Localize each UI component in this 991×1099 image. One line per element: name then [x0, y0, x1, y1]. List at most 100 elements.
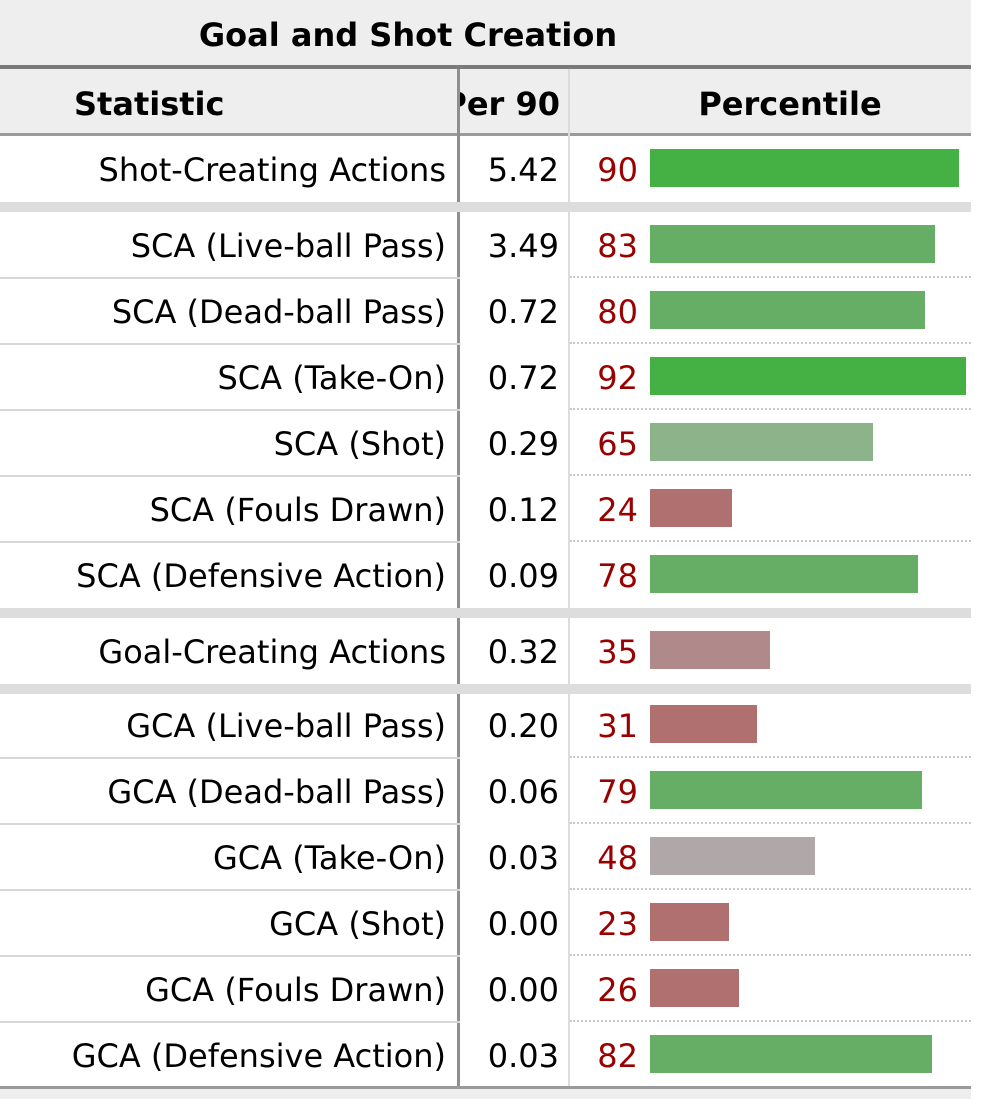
table-row: SCA (Dead-ball Pass) 0.72 80: [0, 278, 971, 342]
table-bottom-border: [0, 1086, 971, 1089]
header-divider: [0, 133, 971, 136]
row-divider-dotted: [570, 408, 971, 410]
percentile-bar: [650, 357, 966, 395]
row-statistic: SCA (Fouls Drawn): [149, 491, 446, 529]
table-row: SCA (Take-On) 0.72 92: [0, 344, 971, 408]
row-percentile-value: 79: [597, 773, 638, 811]
row-divider-dotted: [570, 822, 971, 824]
row-percentile-value: 26: [597, 971, 638, 1009]
table-row: Shot-Creating Actions 5.42 90: [0, 136, 971, 200]
row-divider-dotted: [570, 276, 971, 278]
group-separator: [0, 684, 971, 694]
percentile-bar: [650, 291, 925, 329]
row-statistic: SCA (Take-On): [217, 359, 446, 397]
row-divider-dotted: [570, 954, 971, 956]
column-header-percentile[interactable]: Percentile: [698, 85, 882, 123]
row-divider: [0, 1021, 460, 1023]
percentile-bar: [650, 903, 729, 941]
table-row: SCA (Shot) 0.29 65: [0, 410, 971, 474]
row-percentile-value: 23: [597, 905, 638, 943]
table-title-band: [0, 0, 971, 66]
row-divider-dotted: [570, 1020, 971, 1022]
table-row: GCA (Shot) 0.00 23: [0, 890, 971, 954]
percentile-bar: [650, 489, 732, 527]
table-title: Goal and Shot Creation: [198, 16, 618, 54]
percentile-bar: [650, 771, 922, 809]
row-per90-value: 5.42: [487, 151, 559, 189]
row-percentile-value: 78: [597, 557, 638, 595]
row-statistic: GCA (Fouls Drawn): [145, 971, 446, 1009]
row-divider: [0, 475, 460, 477]
table-row: SCA (Defensive Action) 0.09 78: [0, 542, 971, 606]
table-row: GCA (Dead-ball Pass) 0.06 79: [0, 758, 971, 822]
row-divider-dotted: [570, 342, 971, 344]
row-percentile-value: 31: [597, 707, 638, 745]
row-divider: [0, 757, 460, 759]
percentile-bar: [650, 555, 918, 593]
row-statistic: GCA (Defensive Action): [71, 1037, 446, 1075]
row-divider: [0, 823, 460, 825]
row-percentile-value: 65: [597, 425, 638, 463]
row-statistic: SCA (Dead-ball Pass): [111, 293, 446, 331]
table-row: SCA (Live-ball Pass) 3.49 83: [0, 212, 971, 276]
table-row: GCA (Live-ball Pass) 0.20 31: [0, 692, 971, 756]
percentile-bar: [650, 149, 959, 187]
row-percentile-value: 35: [597, 633, 638, 671]
percentile-bar: [650, 225, 935, 263]
table-row: GCA (Defensive Action) 0.03 82: [0, 1022, 971, 1086]
row-per90-value: 0.12: [487, 491, 559, 529]
percentile-bar: [650, 969, 739, 1007]
row-divider: [0, 277, 460, 279]
row-statistic: GCA (Take-On): [212, 839, 446, 877]
row-divider: [0, 889, 460, 891]
table-row: SCA (Fouls Drawn) 0.12 24: [0, 476, 971, 540]
row-divider: [0, 955, 460, 957]
row-per90-value: 0.32: [487, 633, 559, 671]
percentile-bar: [650, 423, 873, 461]
column-header-band: [0, 69, 971, 133]
row-per90-value: 0.20: [487, 707, 559, 745]
row-percentile-value: 24: [597, 491, 638, 529]
row-percentile-value: 80: [597, 293, 638, 331]
row-per90-value: 0.03: [487, 1037, 559, 1075]
row-per90-value: 0.09: [487, 557, 559, 595]
table-row: Goal-Creating Actions 0.32 35: [0, 618, 971, 682]
row-statistic: GCA (Live-ball Pass): [126, 707, 446, 745]
row-percentile-value: 90: [597, 151, 638, 189]
row-statistic: SCA (Live-ball Pass): [130, 227, 446, 265]
column-header-per90-clip: Per 90: [458, 81, 568, 127]
title-divider: [0, 65, 971, 69]
row-per90-value: 0.29: [487, 425, 559, 463]
row-divider: [0, 541, 460, 543]
row-statistic: Shot-Creating Actions: [98, 151, 446, 189]
row-divider-dotted: [570, 540, 971, 542]
row-per90-value: 0.72: [487, 359, 559, 397]
statistic-column-divider: [457, 69, 460, 1087]
row-percentile-value: 92: [597, 359, 638, 397]
percentile-bar: [650, 837, 815, 875]
per90-column-divider: [568, 69, 570, 1087]
table-row: GCA (Take-On) 0.03 48: [0, 824, 971, 888]
row-divider-dotted: [570, 756, 971, 758]
row-per90-value: 3.49: [487, 227, 559, 265]
table-bottom-shade: [0, 1089, 971, 1099]
row-statistic: SCA (Shot): [273, 425, 446, 463]
row-divider-dotted: [570, 888, 971, 890]
row-divider: [0, 409, 460, 411]
group-separator: [0, 202, 971, 212]
column-header-statistic[interactable]: Statistic: [74, 85, 225, 123]
percentile-bar: [650, 631, 770, 669]
row-statistic: Goal-Creating Actions: [98, 633, 446, 671]
row-divider-dotted: [570, 474, 971, 476]
column-header-per90[interactable]: Per 90: [458, 85, 560, 123]
row-per90-value: 0.03: [487, 839, 559, 877]
row-percentile-value: 83: [597, 227, 638, 265]
row-statistic: GCA (Shot): [269, 905, 446, 943]
row-divider: [0, 343, 460, 345]
row-per90-value: 0.00: [487, 905, 559, 943]
row-per90-value: 0.72: [487, 293, 559, 331]
row-per90-value: 0.00: [487, 971, 559, 1009]
table-row: GCA (Fouls Drawn) 0.00 26: [0, 956, 971, 1020]
percentile-bar: [650, 705, 757, 743]
